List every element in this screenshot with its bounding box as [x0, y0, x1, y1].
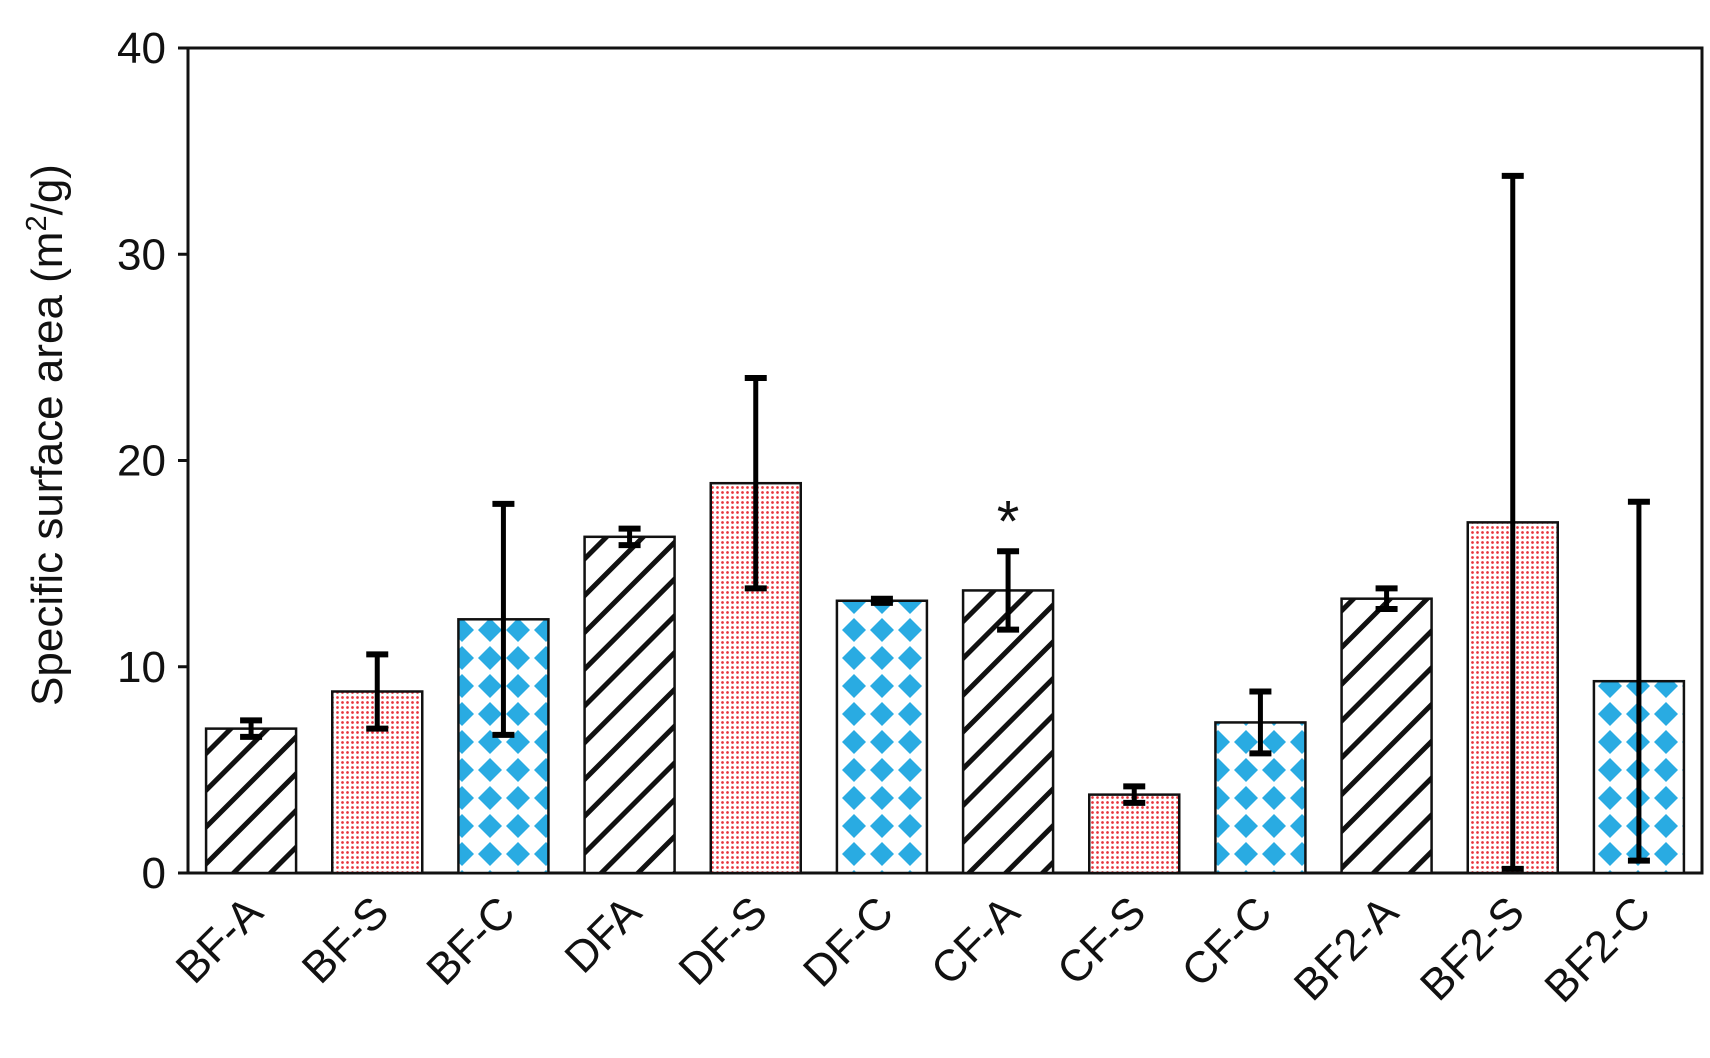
bar-cf-s: [1088, 793, 1181, 875]
x-tick-label-bf-s: BF-S: [293, 887, 399, 993]
x-tick-label-cf-a: CF-A: [922, 887, 1030, 995]
bar-bf-a: [204, 727, 298, 875]
error-bar-dfa: [618, 525, 641, 549]
x-axis-ticks: BF-A BF-S BF-C DFA DF-S DF-C CF-A CF-S CF-C BF2-A…: [167, 887, 1660, 1012]
error-bar-cf-s: [1123, 783, 1146, 806]
x-tick-label-df-s: DF-S: [670, 887, 777, 994]
x-tick-label-bf-c: BF-C: [417, 887, 524, 994]
annotations: *: [997, 489, 1020, 554]
y-tick-label: 20: [117, 437, 166, 486]
bar-bf2-a: [1340, 597, 1433, 875]
error-bar-bf2-a: [1375, 585, 1398, 612]
error-bar-bf-a: [240, 717, 263, 740]
error-bar-cf-a: [997, 548, 1020, 633]
annotation-cf-a: *: [997, 489, 1020, 554]
x-tick-label-bf2-s: BF2-S: [1411, 887, 1534, 1010]
bar-df-c: [835, 599, 929, 875]
x-tick-label-cf-s: CF-S: [1048, 887, 1155, 994]
bar-dfa: [583, 535, 676, 875]
x-tick-label-bf2-a: BF2-A: [1285, 887, 1408, 1010]
error-bar-cf-c: [1249, 688, 1272, 757]
bar-cf-a: [961, 589, 1055, 875]
error-bar-bf-c: [492, 500, 515, 738]
error-bars: [240, 172, 1650, 872]
error-bar-df-s: [744, 375, 767, 592]
y-tick-label: 40: [117, 24, 166, 73]
x-tick-label-df-c: DF-C: [794, 887, 903, 996]
error-bar-df-c: [870, 595, 893, 606]
x-tick-label-cf-c: CF-C: [1173, 887, 1282, 996]
y-tick-label: 0: [142, 849, 166, 898]
error-bar-bf2-c: [1627, 498, 1650, 864]
x-tick-label-dfa: DFA: [555, 887, 651, 983]
y-axis-ticks: 0 10 20 30 40: [117, 24, 188, 898]
y-axis-label: Specific surface area (m2/g): [21, 164, 72, 706]
x-tick-label-bf-a: BF-A: [167, 887, 273, 993]
y-tick-label: 10: [117, 643, 166, 692]
error-bar-bf-s: [366, 651, 389, 732]
y-tick-label: 30: [117, 230, 166, 279]
error-bar-bf2-s: [1501, 172, 1524, 872]
x-tick-label-bf2-c: BF2-C: [1535, 887, 1660, 1012]
bars: [204, 481, 1686, 875]
